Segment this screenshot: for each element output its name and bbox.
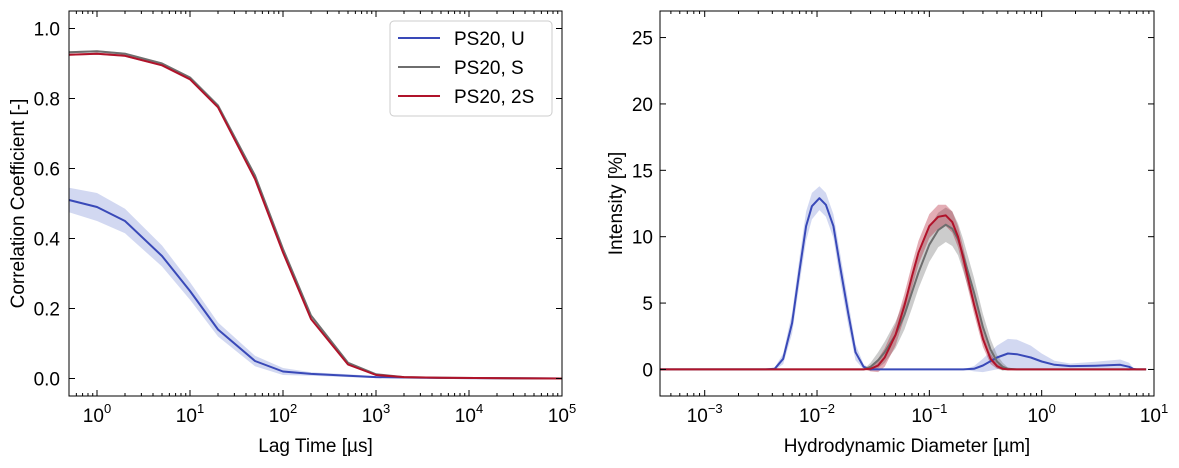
x-axis-label: Lag Time [µs] [258,436,372,457]
series-line-1 [660,197,1147,371]
x-tick-label: 101 [1140,401,1168,427]
series-line-2 [660,223,1147,371]
right-chart-panel: 10−3 10−2 10−1 100 101 0 5 10 15 20 25 Hydrodynamic… [606,10,1168,457]
y-tick-label: 5 [642,294,653,315]
x-tick-label: 10−1 [911,401,947,427]
legend-label-2: PS20, S [454,58,524,79]
legend: PS20, U PS20, S PS20, 2S [389,20,553,117]
legend-box [389,20,553,117]
y-tick-label: 25 [632,29,653,50]
x-tick-label: 104 [455,401,483,427]
y-tick-label: 0 [642,360,653,381]
y-tick-label: 1.0 [34,20,60,41]
series-band-3 [660,204,1147,373]
plot-frame [659,10,1155,397]
series-band-2 [660,207,1147,371]
y-tick-label: 0.8 [34,90,60,111]
x-tick-label: 102 [269,401,297,427]
y-tick-label: 0.4 [34,230,61,251]
y-tick-label: 20 [632,95,653,116]
x-tick-label: 101 [176,401,204,427]
x-tick-label: 100 [1027,401,1055,427]
y-axis-label: Correlation Coefficient [-] [8,99,29,309]
x-tick-label: 105 [548,401,576,427]
series-line-3 [68,52,563,380]
legend-label-3: PS20, 2S [454,87,534,108]
x-axis-label: Hydrodynamic Diameter [µm] [784,436,1030,457]
series-band-1 [660,186,1147,373]
y-tick-label: 0.2 [34,300,60,321]
x-tick-label: 103 [362,401,390,427]
y-tick-label: 10 [632,228,653,249]
series-band-1 [69,187,562,380]
y-tick-label: 0.0 [34,370,60,391]
plot-frame [68,10,563,397]
x-tick-label: 10−3 [687,401,723,427]
y-tick-label: 0.6 [34,160,60,181]
left-chart-panel: 100 101 102 103 104 105 0.0 0.2 0.4 0.6 0.8 1.0 Lag … [8,10,576,457]
x-tick-label: 10−2 [799,401,835,427]
y-axis-label: Intensity [%] [606,152,627,256]
legend-label-1: PS20, U [454,29,525,50]
x-tick-label: 100 [83,401,111,427]
series-line-3 [660,214,1147,371]
y-tick-label: 15 [632,161,653,182]
